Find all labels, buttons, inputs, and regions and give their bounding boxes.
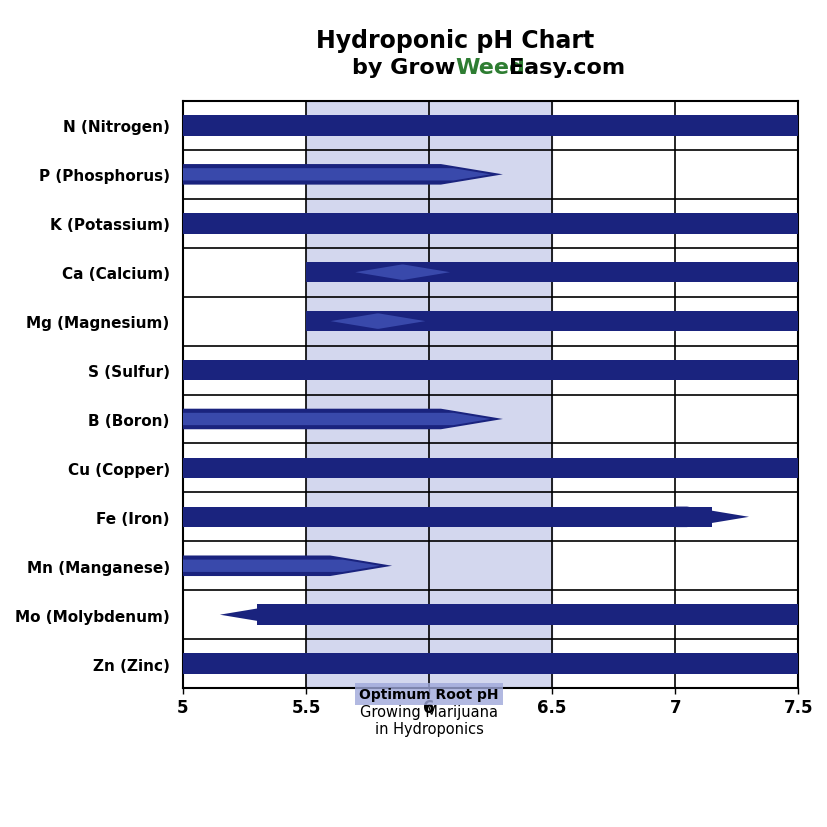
Bar [183,653,797,674]
Polygon shape [355,265,449,280]
Bar [306,263,797,283]
Text: Optimum Root pH: Optimum Root pH [359,687,498,701]
Bar [183,507,711,528]
Bar [183,361,797,381]
Polygon shape [183,165,502,185]
Text: by Grow: by Grow [351,58,455,78]
Polygon shape [183,414,490,426]
Text: Weed: Weed [455,58,524,78]
Bar [183,116,797,136]
Polygon shape [183,560,380,572]
Bar [306,102,552,688]
Text: Growing Marijuana
in Hydroponics: Growing Marijuana in Hydroponics [360,704,498,736]
Bar [256,605,797,625]
Polygon shape [183,556,392,576]
Bar [183,213,797,234]
Text: Easy.com: Easy.com [509,58,624,78]
Bar [183,458,797,479]
Polygon shape [220,605,294,625]
Polygon shape [183,169,490,181]
Polygon shape [183,409,502,430]
Polygon shape [674,507,748,528]
Text: Hydroponic pH Chart: Hydroponic pH Chart [316,29,594,53]
Bar [306,312,797,332]
Polygon shape [330,314,425,329]
